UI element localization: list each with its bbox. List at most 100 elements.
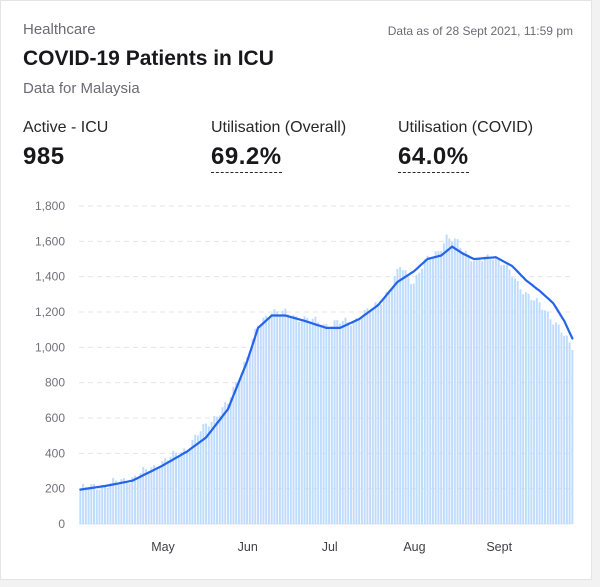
bar-mark <box>257 325 260 524</box>
bar-mark <box>549 319 552 524</box>
bar-mark <box>265 315 268 524</box>
y-tick-label: 1,800 <box>35 199 65 213</box>
bar-mark <box>221 407 224 524</box>
bar-mark <box>369 311 372 524</box>
bar-mark <box>462 252 465 525</box>
category-label[interactable]: Healthcare <box>23 21 96 38</box>
bar-mark <box>240 372 243 524</box>
bar-mark <box>284 308 287 524</box>
stat-value[interactable]: 64.0% <box>398 143 469 173</box>
bar-mark <box>442 243 445 524</box>
bar-mark <box>128 483 131 524</box>
bar-mark <box>437 251 440 525</box>
bar-mark <box>349 325 352 524</box>
bar-mark <box>404 270 407 524</box>
stat-active-icu: Active - ICU 985 <box>23 119 108 171</box>
x-tick-label: Jun <box>238 540 258 554</box>
bar-mark <box>139 473 142 524</box>
bar-mark <box>431 257 434 524</box>
bar-mark <box>358 320 361 524</box>
bar-mark <box>503 264 506 524</box>
bar-mark <box>150 467 153 524</box>
bar-mark <box>155 468 158 524</box>
bar-mark <box>142 467 145 524</box>
bar-mark <box>355 318 358 524</box>
bar-mark <box>382 297 385 524</box>
bar-mark <box>319 326 322 524</box>
bar-mark <box>246 357 249 524</box>
bar-mark <box>202 423 205 524</box>
x-tick-label: Aug <box>403 540 425 554</box>
bar-mark <box>508 269 511 524</box>
bar-mark <box>87 488 90 524</box>
line-layer <box>79 245 574 491</box>
bar-mark <box>251 338 254 524</box>
x-tick-label: Sept <box>486 540 512 554</box>
bar-mark <box>267 318 270 524</box>
bar-mark <box>533 300 536 524</box>
bar-mark <box>207 426 210 524</box>
bar-mark <box>421 268 424 524</box>
bar-mark <box>93 483 96 524</box>
stat-utilisation-covid: Utilisation (COVID) 64.0% <box>398 119 533 173</box>
bar-mark <box>106 487 109 524</box>
stat-label: Utilisation (Overall) <box>211 119 347 136</box>
bar-mark <box>262 317 265 524</box>
bar-mark <box>123 478 126 524</box>
bar-mark <box>112 478 115 524</box>
bar-mark <box>554 322 557 524</box>
bar-mark <box>565 335 568 524</box>
bar-mark <box>352 321 355 524</box>
bar-mark <box>177 455 180 524</box>
bar-mark <box>500 265 503 524</box>
bar-mark <box>527 293 530 524</box>
bar-mark <box>226 403 229 524</box>
y-tick-label: 800 <box>45 376 65 390</box>
stat-label: Active - ICU <box>23 119 109 136</box>
bar-mark <box>407 276 410 524</box>
bar-mark <box>423 258 426 524</box>
x-tick-label: May <box>151 540 175 554</box>
bar-mark <box>79 488 82 524</box>
chart-subtitle: Data for Malaysia <box>23 80 140 97</box>
y-tick-label: 600 <box>45 411 65 425</box>
bar-mark <box>273 309 276 524</box>
bar-mark <box>552 324 555 524</box>
bar-mark <box>136 477 139 524</box>
average-line <box>79 245 574 491</box>
y-tick-label: 200 <box>45 482 65 496</box>
bar-mark <box>328 328 331 524</box>
bar-mark <box>464 250 467 525</box>
bar-mark <box>232 386 235 524</box>
bar-mark <box>237 381 240 524</box>
bar-mark <box>120 479 123 524</box>
bar-mark <box>481 261 484 524</box>
bar-mark <box>278 314 281 524</box>
grid-layer <box>79 205 571 525</box>
bar-mark <box>103 485 106 524</box>
bar-mark <box>98 489 101 524</box>
bar-mark <box>393 276 396 524</box>
y-tick-label: 0 <box>58 517 65 531</box>
bar-mark <box>134 475 137 524</box>
bar-mark <box>470 261 473 524</box>
bar-mark <box>541 309 544 524</box>
bar-mark <box>336 320 339 524</box>
bar-mark <box>366 308 369 524</box>
bar-mark <box>306 317 309 524</box>
bar-mark <box>519 289 522 524</box>
bar-mark <box>374 302 377 524</box>
data-timestamp: Data as of 28 Sept 2021, 11:59 pm <box>387 24 573 38</box>
bar-mark <box>415 274 418 524</box>
bar-mark <box>95 489 98 524</box>
bar-mark <box>486 254 489 524</box>
stat-value[interactable]: 69.2% <box>211 143 282 173</box>
bar-mark <box>292 314 295 524</box>
bar-mark <box>530 300 533 524</box>
bar-mark <box>205 423 208 524</box>
bar-mark <box>347 322 350 524</box>
bar-mark <box>563 335 566 524</box>
bar-mark <box>571 349 574 524</box>
bar-mark <box>380 304 383 524</box>
bar-mark <box>166 460 169 524</box>
